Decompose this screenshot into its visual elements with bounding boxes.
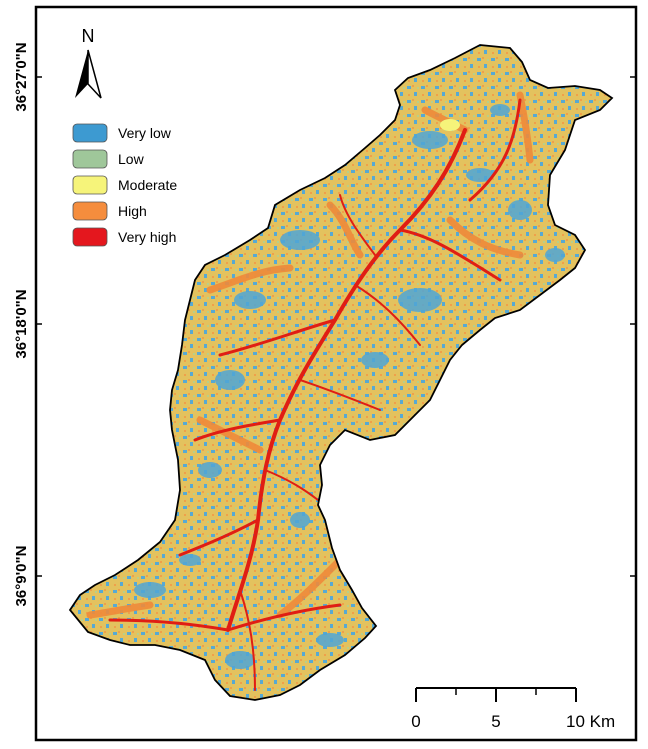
north-arrow-icon xyxy=(75,49,102,99)
north-arrow: N xyxy=(75,26,102,99)
legend-swatch xyxy=(72,123,108,143)
legend-swatch xyxy=(72,201,108,221)
drainage-network xyxy=(108,98,522,691)
legend: Very low Low Moderate High Very high xyxy=(72,123,177,247)
legend-swatch xyxy=(72,227,108,247)
legend-label: High xyxy=(118,203,147,219)
scale-bar: 0 5 10 Km xyxy=(411,687,615,731)
legend-label: Very low xyxy=(118,125,172,141)
latitude-label-middle: 36°18'0"N xyxy=(13,289,30,358)
legend-label: Moderate xyxy=(118,177,177,193)
legend-swatch xyxy=(72,149,108,169)
basin-map xyxy=(69,44,613,701)
legend-swatch xyxy=(72,175,108,195)
latitude-label-bottom: 36°9'0"N xyxy=(13,546,30,607)
moderate-patch xyxy=(440,119,460,131)
very-low-patches xyxy=(134,104,565,669)
legend-label: Low xyxy=(118,151,145,167)
scale-label-0: 0 xyxy=(411,712,420,731)
high-bands xyxy=(86,91,534,619)
scale-label-10: 10 Km xyxy=(566,712,615,731)
legend-label: Very high xyxy=(118,229,176,245)
north-label: N xyxy=(82,26,95,46)
latitude-label-top: 36°27'0"N xyxy=(13,42,30,111)
scale-label-5: 5 xyxy=(491,712,500,731)
